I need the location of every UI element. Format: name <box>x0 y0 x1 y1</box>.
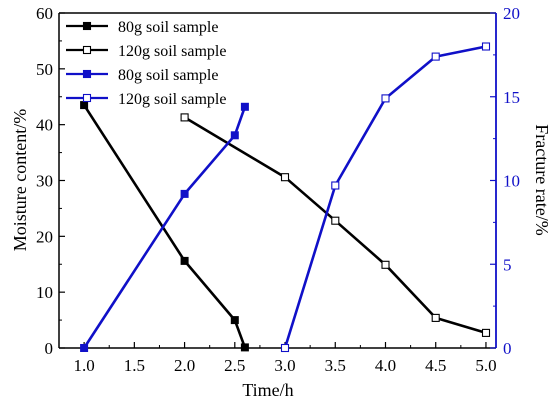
y-right-tick-label: 5 <box>503 255 512 274</box>
series-point <box>80 344 89 352</box>
y-left-tick-label: 40 <box>36 116 53 135</box>
x-tick-label: 4.0 <box>375 356 396 375</box>
series-point <box>180 113 189 122</box>
legend-label: 80g soil sample <box>118 67 218 84</box>
legend-marker <box>82 21 92 31</box>
y-left-tick-label: 0 <box>45 339 54 358</box>
series-point <box>80 101 89 110</box>
series-point <box>230 316 239 325</box>
x-tick-label: 2.5 <box>224 356 245 375</box>
y-left-tick-label: 10 <box>36 283 53 302</box>
legend-item: 120g soil sample <box>66 43 226 60</box>
series-point <box>180 256 189 265</box>
legend-marker <box>82 69 92 79</box>
legend-item: 120g soil sample <box>66 91 226 108</box>
series-point <box>331 216 340 225</box>
y-right-tick-label: 0 <box>503 339 512 358</box>
y-left-tick-label: 30 <box>36 172 53 191</box>
series-point <box>280 173 290 182</box>
y-axis-right: 0 5 10 15 20 <box>490 4 520 358</box>
plot-frame <box>58 12 497 349</box>
legend-label: 80g soil sample <box>118 19 218 36</box>
series-point <box>431 313 440 322</box>
series-point <box>331 181 340 190</box>
x-axis-title: Time/h <box>242 380 293 400</box>
series-point <box>481 42 491 51</box>
series-point <box>180 189 189 198</box>
legend-marker <box>82 45 92 55</box>
x-tick-label: 1.5 <box>124 356 145 375</box>
series-point <box>240 343 249 352</box>
legend: 80g soil sample 120g soil sample 80g soil … <box>66 19 226 108</box>
series-point <box>230 131 239 140</box>
x-tick-label: 4.5 <box>425 356 446 375</box>
x-axis: 1.0 1.5 2.0 2.5 3.0 3.5 4.0 4.5 5.0 <box>73 342 497 375</box>
series-point <box>431 52 440 61</box>
series-line <box>83 106 247 349</box>
legend-item: 80g soil sample <box>66 67 218 84</box>
series-line <box>283 45 487 349</box>
series-1 <box>180 113 491 337</box>
series-3 <box>280 42 491 353</box>
series-point <box>481 328 491 337</box>
series-line <box>83 104 247 348</box>
legend-label: 120g soil sample <box>118 91 226 108</box>
y-left-tick-label: 60 <box>36 4 53 23</box>
legend-label: 120g soil sample <box>118 43 226 60</box>
y-left-tick-label: 20 <box>36 227 53 246</box>
x-tick-label: 3.0 <box>274 356 295 375</box>
series-point <box>280 343 290 353</box>
x-tick-label: 1.0 <box>73 356 94 375</box>
series-point <box>381 94 390 103</box>
y-axis-right-title: Fracture rate/% <box>532 124 550 235</box>
y-right-tick-label: 20 <box>503 4 520 23</box>
series-line <box>183 116 487 335</box>
legend-marker <box>82 93 92 103</box>
y-right-tick-label: 15 <box>503 88 520 107</box>
y-left-tick-label: 50 <box>36 60 53 79</box>
x-tick-label: 5.0 <box>475 356 496 375</box>
y-axis-left-title: Moisture content/% <box>10 109 30 251</box>
series-layer <box>80 42 491 353</box>
y-axis-left: 0 10 20 30 40 50 60 <box>36 4 65 358</box>
x-tick-label: 3.5 <box>325 356 346 375</box>
legend-item: 80g soil sample <box>66 19 218 36</box>
series-point <box>240 102 249 111</box>
series-2 <box>80 102 249 352</box>
series-point <box>381 260 390 269</box>
x-tick-label: 2.0 <box>174 356 195 375</box>
y-right-tick-label: 10 <box>503 172 520 191</box>
